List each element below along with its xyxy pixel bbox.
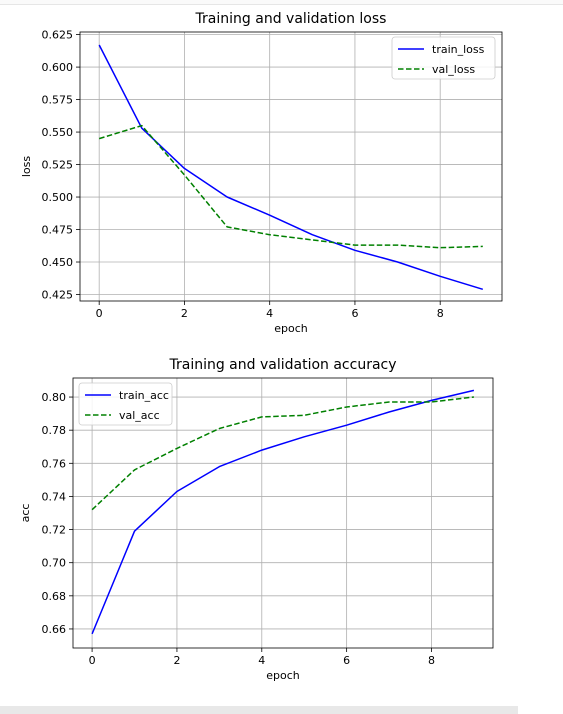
- x-axis-label: epoch: [274, 322, 308, 335]
- notebook-top-border: [0, 0, 563, 5]
- legend-label-train_acc: train_acc: [119, 389, 169, 402]
- series-line-train_loss: [98, 44, 484, 291]
- legend-label-val_acc: val_acc: [119, 409, 160, 422]
- y-tick-label: 0.70: [42, 557, 67, 570]
- x-tick-label: 6: [343, 654, 350, 667]
- y-tick-label: 0.74: [42, 490, 67, 503]
- legend-label-train_loss: train_loss: [432, 43, 485, 56]
- x-tick-label: 6: [351, 307, 358, 320]
- y-tick-label: 0.475: [42, 224, 74, 237]
- x-tick-label: 2: [173, 654, 180, 667]
- chart-title: Training and validation accuracy: [168, 357, 396, 373]
- chart-title: Training and validation loss: [195, 11, 387, 27]
- series-line-val_acc: [91, 396, 474, 511]
- y-tick-label: 0.575: [42, 94, 74, 107]
- chart-0: Training and validation loss 0 2 4 6 8 0.425 0.…: [20, 11, 503, 335]
- output-scrollbar[interactable]: [0, 706, 518, 714]
- x-axis-label: epoch: [266, 669, 300, 682]
- x-tick-label: 8: [437, 307, 444, 320]
- y-tick-label: 0.80: [42, 391, 67, 404]
- series-line-val_loss: [98, 124, 483, 249]
- y-tick-label: 0.500: [42, 191, 74, 204]
- y-tick-label: 0.76: [42, 457, 67, 470]
- y-tick-label: 0.66: [42, 623, 67, 636]
- x-tick-label: 2: [181, 307, 188, 320]
- x-tick-label: 0: [96, 307, 103, 320]
- series-line-train_acc: [91, 389, 475, 635]
- y-tick-label: 0.450: [42, 256, 74, 269]
- y-tick-label: 0.525: [42, 159, 74, 172]
- x-tick-label: 4: [258, 654, 265, 667]
- y-tick-label: 0.78: [42, 424, 67, 437]
- y-tick-label: 0.68: [42, 590, 67, 603]
- x-tick-label: 0: [89, 654, 96, 667]
- chart-1: Training and validation accuracy 0 2 4 6 8 0.6…: [19, 357, 494, 682]
- axes-frame: [79, 31, 503, 302]
- y-axis-label: loss: [20, 156, 33, 178]
- y-axis-label: acc: [19, 504, 32, 523]
- y-tick-label: 0.72: [42, 524, 67, 537]
- y-tick-label: 0.425: [42, 289, 74, 302]
- legend-label-val_loss: val_loss: [432, 63, 475, 76]
- x-tick-label: 8: [428, 654, 435, 667]
- y-tick-label: 0.625: [42, 29, 74, 42]
- y-tick-label: 0.600: [42, 61, 74, 74]
- axes-frame: [72, 377, 494, 649]
- y-tick-label: 0.550: [42, 126, 74, 139]
- x-tick-label: 4: [266, 307, 273, 320]
